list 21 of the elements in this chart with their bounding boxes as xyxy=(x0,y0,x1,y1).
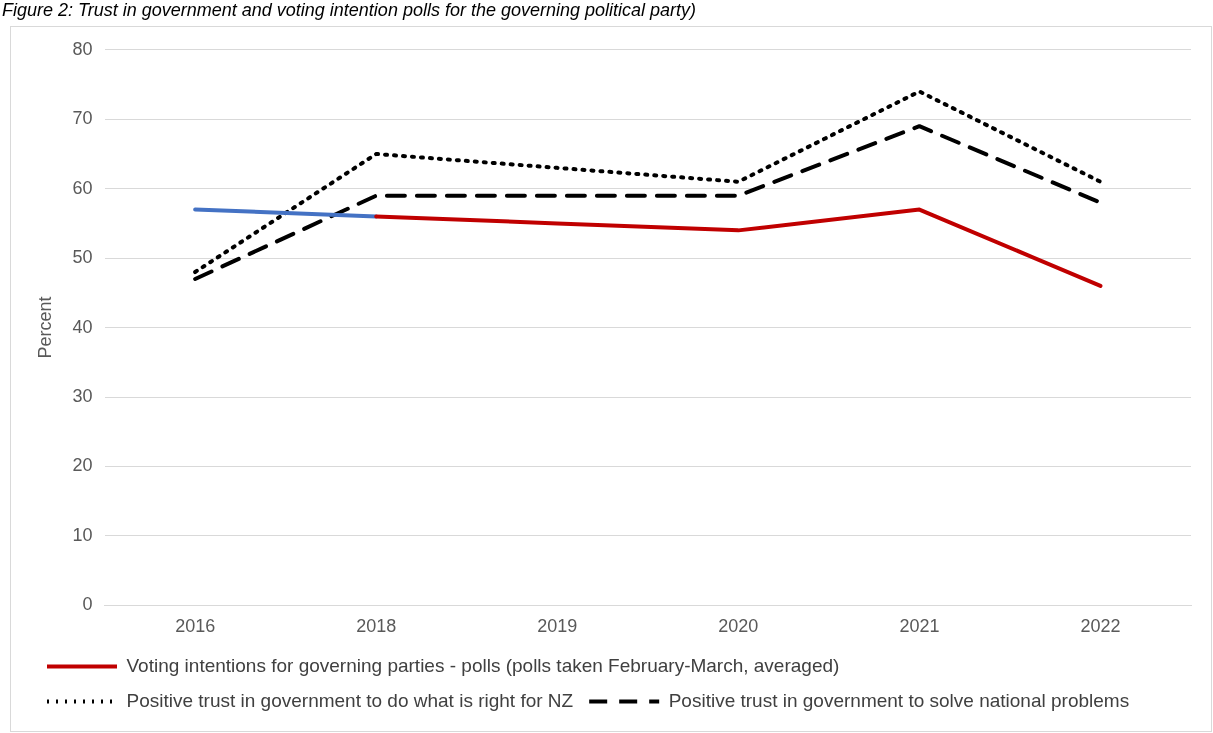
y-axis-title: Percent xyxy=(34,296,55,359)
x-tick-label: 2021 xyxy=(899,616,940,637)
y-tick-label: 0 xyxy=(82,594,93,615)
x-tick-label: 2019 xyxy=(537,616,578,637)
y-tick-label: 30 xyxy=(72,386,93,407)
y-tick-label: 10 xyxy=(72,524,93,545)
x-tick-label: 2022 xyxy=(1080,616,1121,637)
y-tick-label: 50 xyxy=(72,247,93,268)
x-tick-label: 2018 xyxy=(356,616,397,637)
y-tick-label: 70 xyxy=(72,108,93,129)
legend-label: Voting intentions for governing parties - polls (polls taken February-March, averaged) xyxy=(126,654,840,676)
line-series xyxy=(193,89,1103,275)
x-tick-label: 2020 xyxy=(718,616,759,637)
y-tick-label: 40 xyxy=(72,316,93,337)
y-tick-label: 20 xyxy=(72,455,93,476)
legend-label: Positive trust in government to do what is right for NZ xyxy=(126,689,574,711)
chart-title: Figure 2: Trust in government and voting intention polls for the governing political party) xyxy=(2,0,697,21)
y-tick-label: 60 xyxy=(72,177,93,198)
legend-label: Positive trust in government to solve national problems xyxy=(668,689,1130,711)
x-tick-label: 2016 xyxy=(175,616,216,637)
y-tick-label: 80 xyxy=(72,38,93,59)
